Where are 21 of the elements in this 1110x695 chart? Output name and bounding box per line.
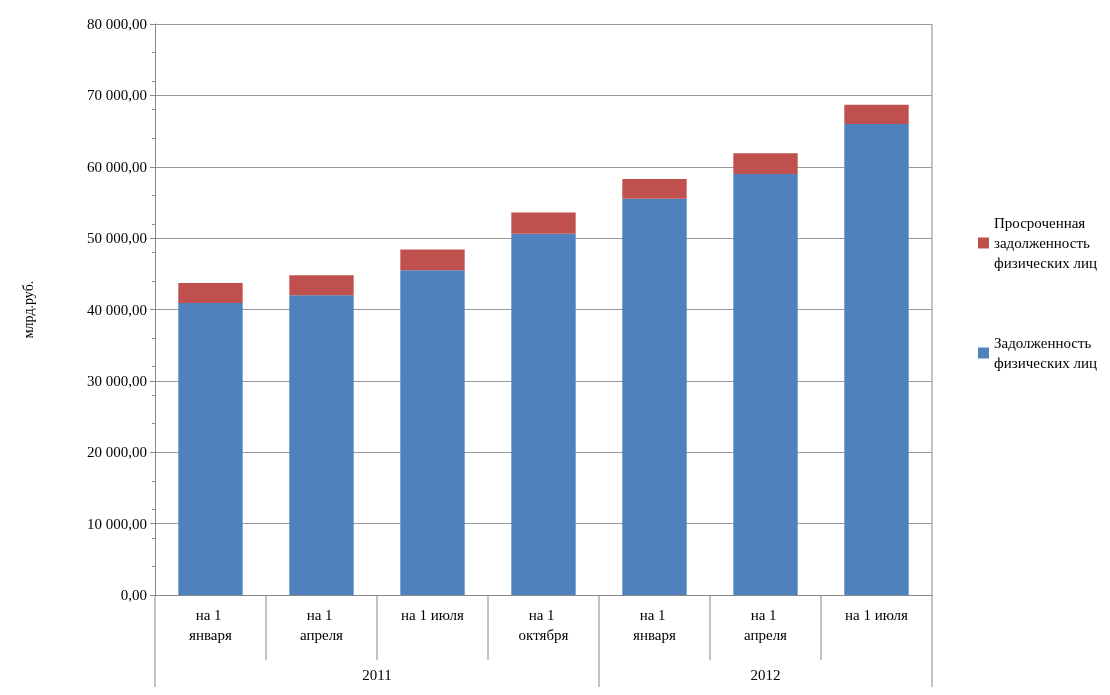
y-tick-label: 20 000,00	[87, 444, 147, 461]
text: 2011	[362, 667, 392, 683]
x-tick-label: на 1 октября	[518, 607, 569, 643]
y-tick-label: 60 000,00	[87, 158, 147, 175]
x-tick-label: на 1 июля	[845, 607, 909, 623]
legend-label: Просроченная задолженность физических лиц	[993, 215, 1098, 271]
x-tick-label: на 1 апреля	[299, 607, 344, 643]
x-tick-label: на 1 июля	[401, 607, 465, 623]
y-tick-label: 10 000,00	[87, 515, 147, 532]
y-axis-title: млрд.руб.	[20, 280, 36, 339]
legend-label: Задолженность физических лиц	[993, 335, 1098, 371]
y-tick-label: 0,00	[120, 587, 147, 603]
y-tick-label: 40 000,00	[87, 301, 147, 318]
x-tick-label: на 1 января	[189, 607, 233, 643]
y-tick-label: 30 000,00	[87, 372, 147, 389]
y-tick-label: 50 000,00	[87, 230, 147, 247]
x-tick-label: на 1 апреля	[743, 607, 788, 643]
text: 2012	[750, 667, 781, 683]
x-tick-label: на 1 января	[633, 607, 677, 643]
y-tick-label: 80 000,00	[87, 16, 147, 32]
y-tick-label: 70 000,00	[87, 87, 147, 104]
